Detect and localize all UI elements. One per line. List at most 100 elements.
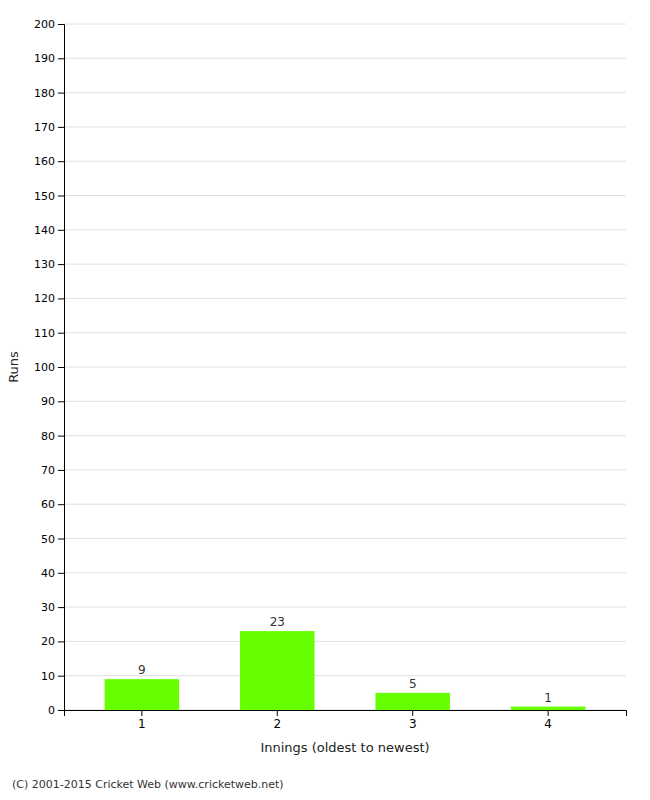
grid-line bbox=[64, 469, 626, 470]
tick: 3 bbox=[409, 710, 417, 731]
tick-label: 2 bbox=[273, 717, 281, 731]
tick-label: 190 bbox=[34, 52, 55, 65]
plot: 9235112340102030405060708090100110120130… bbox=[34, 18, 627, 731]
tick: 170 bbox=[34, 121, 64, 134]
data-label: 9 bbox=[138, 663, 146, 677]
grid-line bbox=[64, 607, 626, 608]
tick: 40 bbox=[41, 567, 64, 580]
tick-mark bbox=[141, 710, 142, 716]
x-axis-title: Innings (oldest to newest) bbox=[260, 740, 429, 755]
tick: 110 bbox=[34, 327, 64, 340]
tick-label: 100 bbox=[34, 361, 55, 374]
tick: 20 bbox=[41, 635, 64, 648]
data-label: 5 bbox=[409, 677, 417, 691]
grid bbox=[64, 24, 626, 710]
tick: 140 bbox=[34, 224, 64, 237]
data-label: 1 bbox=[544, 691, 552, 705]
tick-mark bbox=[58, 333, 64, 334]
grid-line bbox=[64, 572, 626, 573]
grid-line bbox=[64, 161, 626, 162]
y-axis: 0 10 20 30 40 50 60 70 80 90 100 110 120 130 140 150 160… bbox=[34, 18, 65, 717]
tick-label: 1 bbox=[138, 717, 146, 731]
tick-label: 120 bbox=[34, 292, 55, 305]
tick-mark bbox=[58, 58, 64, 59]
tick-label: 80 bbox=[41, 430, 55, 443]
tick-mark bbox=[58, 196, 64, 197]
bar bbox=[105, 679, 179, 710]
tick-label: 70 bbox=[41, 464, 55, 477]
data-labels: 9 23 5 1 bbox=[138, 615, 552, 704]
tick-label: 30 bbox=[41, 601, 55, 614]
tick: 0 bbox=[48, 704, 64, 717]
tick-mark bbox=[58, 401, 64, 402]
tick-label: 20 bbox=[41, 635, 55, 648]
bar bbox=[511, 707, 585, 710]
tick-mark bbox=[58, 710, 64, 711]
tick-label: 150 bbox=[34, 190, 55, 203]
grid-line bbox=[64, 504, 626, 505]
tick-label: 60 bbox=[41, 498, 55, 511]
tick: 100 bbox=[34, 361, 64, 374]
bar bbox=[240, 631, 314, 710]
bars bbox=[105, 631, 586, 710]
axis-line bbox=[65, 711, 627, 717]
axis-line bbox=[58, 25, 65, 711]
grid-line bbox=[64, 229, 626, 230]
tick-mark bbox=[58, 607, 64, 608]
grid-line bbox=[64, 298, 626, 299]
tick-mark bbox=[277, 710, 278, 716]
grid-line bbox=[64, 264, 626, 265]
tick-mark bbox=[412, 710, 413, 716]
chart: 9235112340102030405060708090100110120130… bbox=[0, 0, 650, 800]
y-axis-title: Runs bbox=[6, 351, 21, 383]
tick-label: 110 bbox=[34, 327, 55, 340]
tick-label: 0 bbox=[48, 704, 55, 717]
tick: 60 bbox=[41, 498, 64, 511]
tick-mark bbox=[58, 676, 64, 677]
tick: 150 bbox=[34, 190, 64, 203]
tick-mark bbox=[58, 436, 64, 437]
tick: 200 bbox=[34, 18, 64, 31]
tick-mark bbox=[58, 573, 64, 574]
tick-mark bbox=[58, 298, 64, 299]
grid-line bbox=[64, 24, 626, 25]
tick-mark bbox=[58, 24, 64, 25]
tick: 90 bbox=[41, 395, 64, 408]
tick-label: 40 bbox=[41, 567, 55, 580]
tick-label: 200 bbox=[34, 18, 55, 31]
tick-mark bbox=[58, 470, 64, 471]
bar bbox=[375, 693, 449, 710]
tick: 2 bbox=[273, 710, 281, 731]
tick: 10 bbox=[41, 670, 64, 683]
tick-mark bbox=[58, 641, 64, 642]
tick: 70 bbox=[41, 464, 64, 477]
tick-label: 3 bbox=[409, 717, 417, 731]
grid-line bbox=[64, 58, 626, 59]
tick-mark bbox=[58, 230, 64, 231]
tick: 50 bbox=[41, 533, 64, 546]
tick-label: 50 bbox=[41, 533, 55, 546]
tick: 4 bbox=[544, 710, 552, 731]
tick-mark bbox=[58, 93, 64, 94]
tick-label: 10 bbox=[41, 670, 55, 683]
tick: 160 bbox=[34, 155, 64, 168]
grid-line bbox=[64, 538, 626, 539]
grid-line bbox=[64, 195, 626, 196]
tick-mark bbox=[58, 127, 64, 128]
grid-line bbox=[64, 367, 626, 368]
tick: 80 bbox=[41, 430, 64, 443]
tick: 1 bbox=[138, 710, 146, 731]
grid-line bbox=[64, 401, 626, 402]
tick-label: 130 bbox=[34, 258, 55, 271]
x-axis: 1 2 3 4 bbox=[65, 710, 627, 731]
grid-line bbox=[64, 675, 626, 676]
tick-label: 160 bbox=[34, 155, 55, 168]
tick-mark bbox=[58, 264, 64, 265]
tick-label: 140 bbox=[34, 224, 55, 237]
grid-line bbox=[64, 126, 626, 127]
data-label: 23 bbox=[270, 615, 285, 629]
annotation: (C) 2001-2015 Cricket Web (www.cricketwe… bbox=[12, 778, 284, 791]
grid-line bbox=[64, 332, 626, 333]
tick-label: 4 bbox=[544, 717, 552, 731]
tick-mark bbox=[58, 161, 64, 162]
